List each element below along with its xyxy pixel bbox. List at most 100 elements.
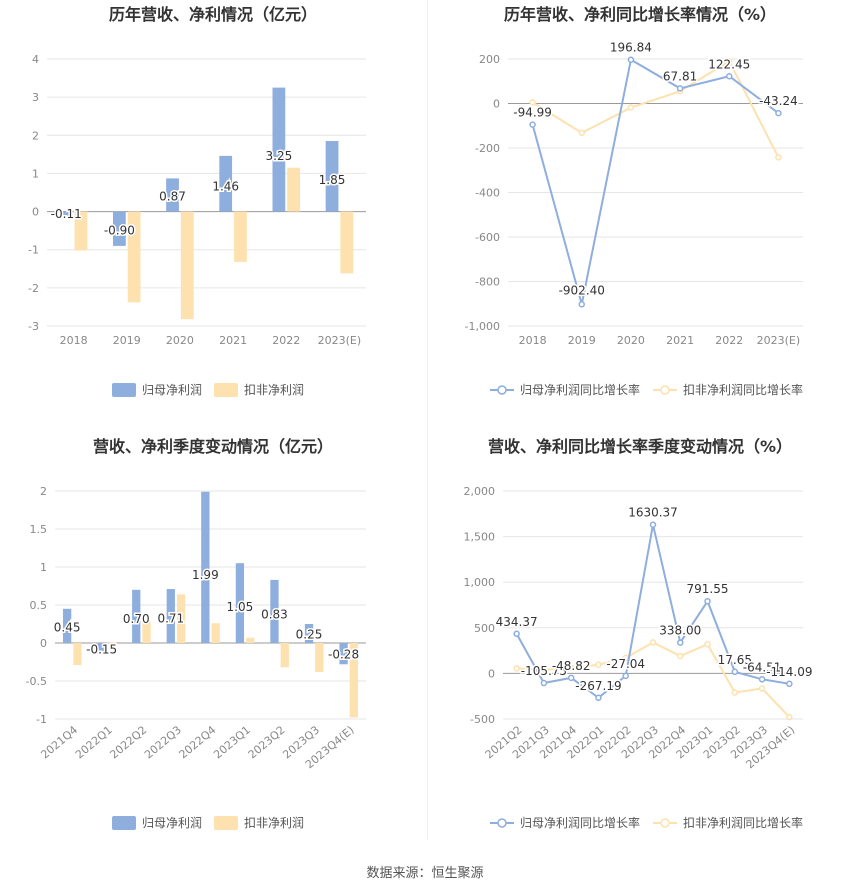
y-tick-label: 200 xyxy=(479,53,500,66)
point-net-profit-growth xyxy=(578,301,585,308)
bar-net-profit xyxy=(304,624,314,643)
point-net-profit-growth xyxy=(786,680,793,688)
bar-net-profit xyxy=(62,608,72,643)
legend-swatch xyxy=(112,383,136,397)
line-data-label: -27.04 xyxy=(606,657,645,671)
point-net-profit-growth xyxy=(567,674,575,682)
line-data-label: 67.81 xyxy=(663,69,697,83)
x-tick-label: 2022Q3 xyxy=(142,723,184,761)
y-tick-label: -800 xyxy=(475,276,500,289)
bar-data-label: 1.46 xyxy=(212,180,239,194)
bar-deducted-profit xyxy=(349,643,359,718)
y-tick-label: -1,000 xyxy=(465,320,500,333)
y-tick-label: 0 xyxy=(488,667,495,680)
point-deducted-profit-growth xyxy=(567,664,575,672)
bar-deducted-profit xyxy=(107,642,117,643)
bar-deducted-profit xyxy=(74,211,88,251)
x-tick-label: 2021 xyxy=(666,334,694,347)
bar-deducted-profit xyxy=(142,621,151,643)
point-deducted-profit-growth xyxy=(513,665,520,672)
bar-net-profit xyxy=(166,178,179,212)
point-net-profit-growth xyxy=(731,668,739,676)
bar-deducted-profit xyxy=(287,167,301,212)
bar-data-label: -0.11 xyxy=(51,207,82,221)
y-tick-label: 2 xyxy=(40,485,47,498)
line-data-label: 17.65 xyxy=(718,653,752,667)
point-deducted-profit-growth xyxy=(595,661,602,668)
point-deducted-profit-growth xyxy=(786,713,793,721)
x-tick-label: 2018 xyxy=(60,334,88,347)
x-tick-label: 2020 xyxy=(617,334,645,347)
point-net-profit-growth xyxy=(529,121,536,128)
point-net-profit-growth xyxy=(775,109,782,117)
bar-net-profit xyxy=(132,589,141,643)
point-deducted-profit-growth xyxy=(677,652,684,660)
bar-net-profit xyxy=(112,211,126,246)
y-tick-label: -1 xyxy=(36,713,47,726)
x-tick-label: 2022 xyxy=(715,334,743,347)
bar-data-label: 0.71 xyxy=(157,612,184,626)
line-data-label: 196.84 xyxy=(610,41,652,55)
point-deducted-profit-growth xyxy=(529,99,536,106)
line-data-label: -105.75 xyxy=(521,664,567,678)
legend-marker xyxy=(497,385,507,395)
point-deducted-profit-growth xyxy=(758,685,766,692)
y-tick-label: 0.5 xyxy=(30,599,48,612)
point-deducted-profit-growth xyxy=(540,666,548,674)
line-data-label: -48.82 xyxy=(552,659,591,673)
point-net-profit-growth xyxy=(649,521,657,528)
y-tick-label: 4 xyxy=(32,53,39,66)
bar-data-label: 0.45 xyxy=(54,621,81,635)
point-net-profit-growth xyxy=(676,85,684,92)
y-tick-label: 0 xyxy=(32,206,39,219)
x-tick-label: 2019 xyxy=(113,334,141,347)
y-tick-label: -600 xyxy=(475,231,500,244)
bar-data-label: 0.87 xyxy=(159,190,186,204)
y-tick-label: 2,000 xyxy=(464,485,496,498)
legend-label: 归母净利润同比增长率 xyxy=(520,382,640,397)
x-tick-label: 2023(E) xyxy=(757,334,801,347)
line-data-label: 338.00 xyxy=(659,624,701,638)
line-data-label: 122.45 xyxy=(708,57,750,71)
x-tick-label: 2023Q2 xyxy=(246,723,288,761)
chart-title: 历年营收、净利同比增长率情况（%） xyxy=(504,5,776,24)
point-net-profit-growth xyxy=(513,630,520,638)
x-tick-label: 2021Q4 xyxy=(38,723,80,761)
point-net-profit-growth xyxy=(622,672,629,680)
y-tick-label: 3 xyxy=(32,91,39,104)
legend-marker xyxy=(497,818,507,828)
bar-deducted-profit xyxy=(73,643,82,666)
y-tick-label: 2 xyxy=(32,129,39,142)
point-net-profit-growth xyxy=(677,639,684,646)
line-data-label: 791.55 xyxy=(687,582,729,596)
x-tick-label: 2018 xyxy=(519,334,547,347)
legend-label: 扣非净利润同比增长率 xyxy=(683,382,803,397)
bar-data-label: 0.25 xyxy=(296,627,323,641)
y-tick-label: -500 xyxy=(470,713,495,726)
line-data-label: -902.40 xyxy=(559,283,605,297)
y-tick-label: -3 xyxy=(28,320,39,333)
bar-deducted-profit xyxy=(234,211,247,262)
point-net-profit-growth xyxy=(595,694,602,702)
horizontal-divider xyxy=(0,420,850,421)
y-tick-label: 0 xyxy=(40,637,47,650)
line-data-label: -43.24 xyxy=(759,94,798,108)
line-data-label: -64.51 xyxy=(743,660,782,674)
legend-swatch xyxy=(112,816,136,830)
bar-net-profit xyxy=(97,643,106,655)
point-deducted-profit-growth xyxy=(775,154,782,161)
chart-title: 营收、净利季度变动情况（亿元） xyxy=(93,437,333,456)
bar-deducted-profit xyxy=(315,643,324,672)
x-tick-label: 2023Q1 xyxy=(211,723,253,761)
bar-deducted-profit xyxy=(280,643,289,668)
legend-label: 归母净利润 xyxy=(142,816,202,830)
bar-deducted-profit xyxy=(211,623,220,643)
y-tick-label: -0.5 xyxy=(26,675,47,688)
legend-label: 扣非净利润 xyxy=(244,383,304,397)
legend-label: 归母净利润 xyxy=(142,383,202,397)
bar-data-label: 1.99 xyxy=(192,568,219,582)
bar-deducted-profit xyxy=(127,211,141,303)
bar-net-profit xyxy=(166,589,175,643)
legend-marker xyxy=(660,818,670,828)
